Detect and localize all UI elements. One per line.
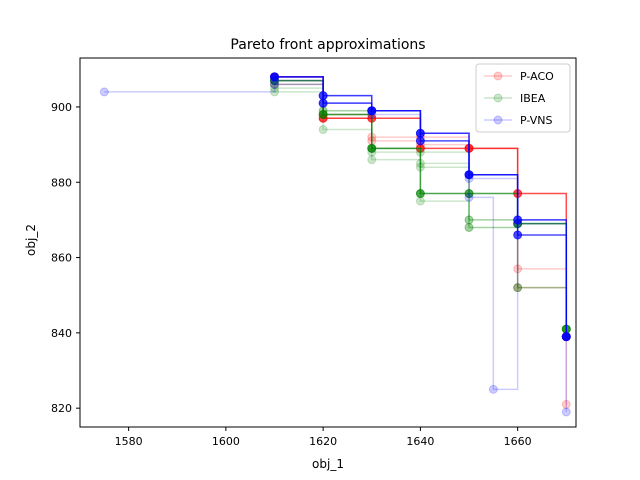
data-point (367, 155, 377, 165)
data-point (318, 98, 328, 108)
data-point (318, 109, 328, 119)
x-axis-label: obj_1 (312, 457, 344, 471)
x-tick-label: 1600 (212, 435, 240, 448)
data-point (415, 136, 425, 146)
y-tick-label: 840 (51, 327, 72, 340)
data-point (513, 283, 523, 293)
data-point (367, 143, 377, 153)
data-point (464, 215, 474, 225)
data-point (464, 222, 474, 232)
legend-label: P-ACO (520, 70, 554, 83)
data-point (367, 106, 377, 116)
legend-box (475, 63, 571, 133)
x-tick-label: 1640 (406, 435, 434, 448)
y-tick-label: 900 (51, 101, 72, 114)
data-point (513, 230, 523, 240)
legend-swatch-marker (493, 115, 503, 125)
plot-area (99, 72, 571, 417)
data-point (464, 215, 474, 225)
data-point (561, 407, 571, 417)
y-tick-label: 860 (51, 252, 72, 265)
data-point (415, 196, 425, 206)
y-tick-label: 880 (51, 176, 72, 189)
data-point (513, 215, 523, 225)
y-tick-label: 820 (51, 402, 72, 415)
data-point (270, 72, 280, 82)
data-point (464, 170, 474, 180)
data-point (464, 189, 474, 199)
data-point (513, 283, 523, 293)
data-point (561, 332, 571, 342)
legend-swatch-marker (493, 93, 503, 103)
data-point (270, 87, 280, 97)
data-point (488, 384, 498, 394)
legend-label: P-VNS (520, 114, 552, 127)
data-point (415, 189, 425, 199)
data-point (464, 192, 474, 202)
data-point (464, 222, 474, 232)
y-axis-label: obj_2 (24, 224, 38, 256)
series-line (274, 79, 568, 330)
data-point (513, 283, 523, 293)
chart-title: Pareto front approximations (230, 37, 425, 53)
x-tick-label: 1660 (504, 435, 532, 448)
data-point (561, 399, 571, 409)
legend-label: IBEA (520, 92, 546, 105)
x-tick-label: 1620 (309, 435, 337, 448)
data-point (513, 264, 523, 274)
legend-swatch-marker (493, 71, 503, 81)
legend: P-ACO IBEA P-VNS (475, 63, 571, 133)
data-point (318, 125, 328, 135)
x-tick-label: 1580 (115, 435, 143, 448)
plot-frame (79, 57, 577, 428)
data-point (99, 87, 109, 97)
axes: 1580 1600 1620 1640 1660 820 840 860 880 900 (51, 57, 577, 448)
